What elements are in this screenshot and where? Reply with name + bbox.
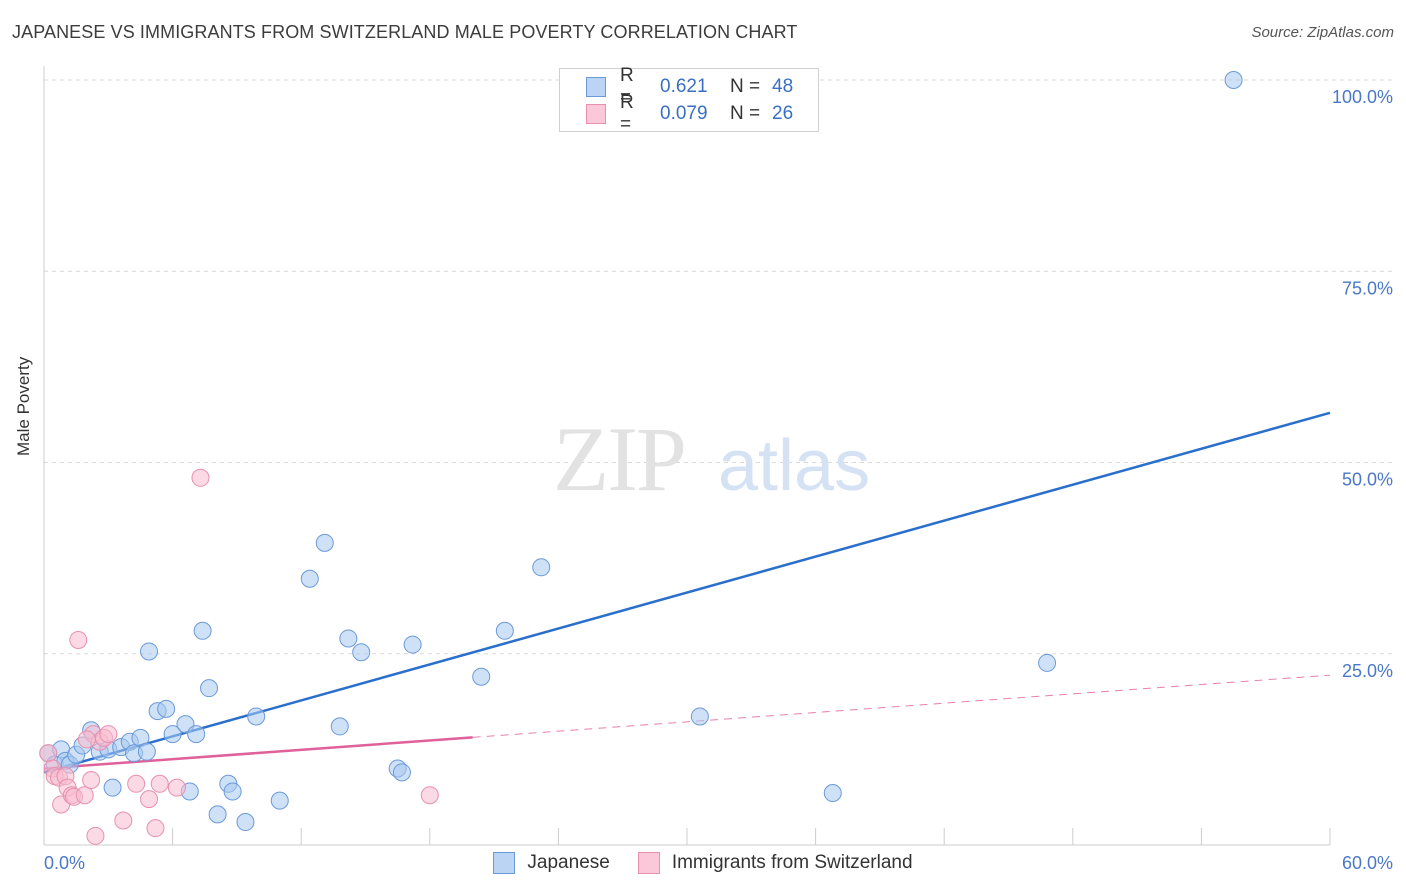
data-point (140, 790, 159, 809)
data-point (187, 725, 206, 744)
x-tick-label: 60.0% (1342, 853, 1393, 873)
series-legend: Japanese Immigrants from Switzerland (0, 852, 1406, 874)
legend-swatch-japanese (586, 77, 606, 97)
data-point (1038, 653, 1057, 672)
data-point (103, 778, 122, 797)
data-point (75, 786, 94, 805)
source-label: Source: ZipAtlas.com (1251, 24, 1394, 41)
y-tick-label: 100.0% (1332, 87, 1393, 107)
data-point (127, 774, 146, 793)
grid-lines (44, 79, 1392, 655)
legend-n-label: N = (730, 103, 761, 124)
data-point (191, 468, 210, 487)
y-tick-label: 50.0% (1342, 470, 1393, 490)
data-point (223, 782, 242, 801)
trend-line (43, 411, 1331, 774)
y-tick-label: 25.0% (1342, 661, 1393, 681)
x-tick-label: 0.0% (44, 853, 85, 873)
data-point (392, 763, 411, 782)
legend-swatch-japanese (493, 852, 516, 874)
data-point (82, 770, 101, 789)
legend-item-switzerland: Immigrants from Switzerland (637, 852, 913, 874)
legend-r-value: 0.079 (660, 103, 708, 124)
y-axis-label: Male Poverty (14, 356, 33, 456)
data-point (495, 621, 514, 640)
data-point (1224, 71, 1243, 89)
data-point (472, 667, 491, 686)
data-point (420, 786, 439, 805)
y-tick-label: 75.0% (1342, 278, 1393, 298)
legend-swatch-switzerland (586, 104, 606, 124)
data-point (77, 730, 96, 749)
data-points (39, 71, 1243, 845)
data-point (330, 717, 349, 736)
legend-r-label: R = (620, 65, 634, 108)
watermark-zip: ZIP (553, 408, 685, 510)
data-point (69, 630, 88, 649)
legend-row-switzerland: R = 0.079 N = 26 (586, 92, 794, 135)
data-point (150, 774, 169, 793)
data-point (39, 744, 58, 763)
legend-r-value: 0.621 (660, 76, 708, 97)
tick-labels: 25.0% 50.0% 75.0% 100.0% 0.0% 60.0% (44, 87, 1393, 873)
stats-legend: R = 0.621 N = 48 R = 0.079 N = 26 (559, 65, 819, 135)
data-point (339, 629, 358, 648)
legend-r-label: R = (620, 92, 634, 135)
watermark-atlas: atlas (718, 426, 870, 506)
data-point (157, 699, 176, 718)
data-point (247, 707, 266, 726)
data-point (690, 707, 709, 726)
legend-n-value: 48 (772, 76, 794, 97)
legend-n-value: 26 (772, 103, 794, 124)
legend-swatch-switzerland (637, 852, 660, 874)
legend-label-switzerland: Immigrants from Switzerland (671, 852, 913, 873)
axes (43, 66, 1331, 846)
data-point (352, 643, 371, 662)
data-point (532, 558, 551, 577)
data-point (86, 826, 105, 845)
trend-line-extension (472, 674, 1331, 738)
watermark: ZIP atlas (553, 408, 870, 510)
data-point (99, 725, 118, 744)
legend-item-japanese: Japanese (493, 852, 610, 874)
chart-title: JAPANESE VS IMMIGRANTS FROM SWITZERLAND … (12, 22, 798, 42)
data-point (315, 533, 334, 552)
data-point (300, 569, 319, 588)
trend-line (43, 736, 473, 770)
data-point (146, 819, 165, 838)
data-point (823, 783, 842, 802)
data-point (200, 679, 219, 698)
data-point (403, 635, 422, 654)
data-point (236, 813, 255, 832)
legend-label-japanese: Japanese (527, 852, 610, 873)
data-point (163, 725, 182, 744)
data-point (208, 805, 227, 824)
data-point (167, 778, 186, 797)
data-point (140, 642, 159, 661)
legend-row-japanese: R = 0.621 N = 48 (586, 65, 794, 108)
data-point (114, 811, 133, 830)
legend-n-label: N = (730, 76, 761, 97)
trend-lines (43, 411, 1331, 774)
data-point (137, 742, 156, 761)
data-point (193, 621, 212, 640)
data-point (270, 791, 289, 810)
